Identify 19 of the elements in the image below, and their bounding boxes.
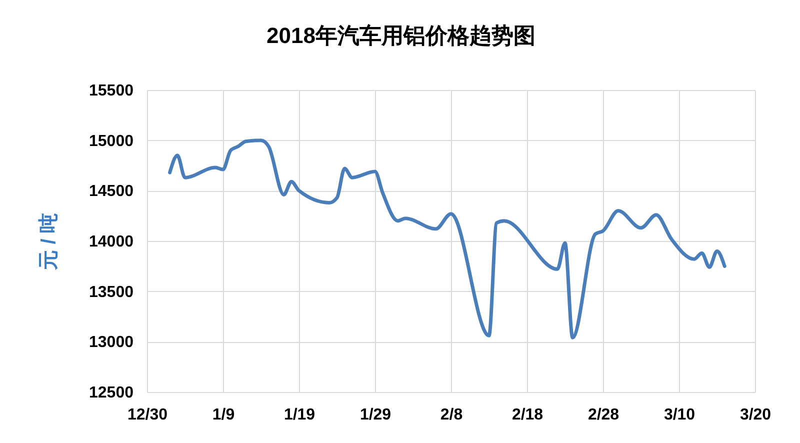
y-axis-title: 元 / 吨 [38,213,60,271]
x-tick-label: 3/20 [740,406,772,424]
x-tick-label: 1/29 [360,406,392,424]
y-tick-label: 13500 [89,284,134,301]
y-tick-label: 14500 [89,183,134,200]
x-tick-label: 1/19 [284,406,316,424]
y-tick-label: 13000 [89,334,134,352]
y-tick-label: 15500 [89,82,134,100]
y-tick-label: 15000 [89,132,134,150]
x-tick-label: 2/18 [512,406,544,424]
x-tick-label: 2/8 [440,406,463,424]
x-tick-label: 2/28 [588,406,620,424]
chart-title: 2018年汽车用铝价格趋势图 [266,23,536,48]
y-tick-label: 14000 [89,234,134,250]
x-tick-label: 12/30 [127,406,168,424]
x-tick-label: 3/10 [664,406,696,424]
line-series [168,138,726,340]
y-tick-label: 12500 [89,384,134,402]
x-tick-label: 1/9 [212,406,235,424]
